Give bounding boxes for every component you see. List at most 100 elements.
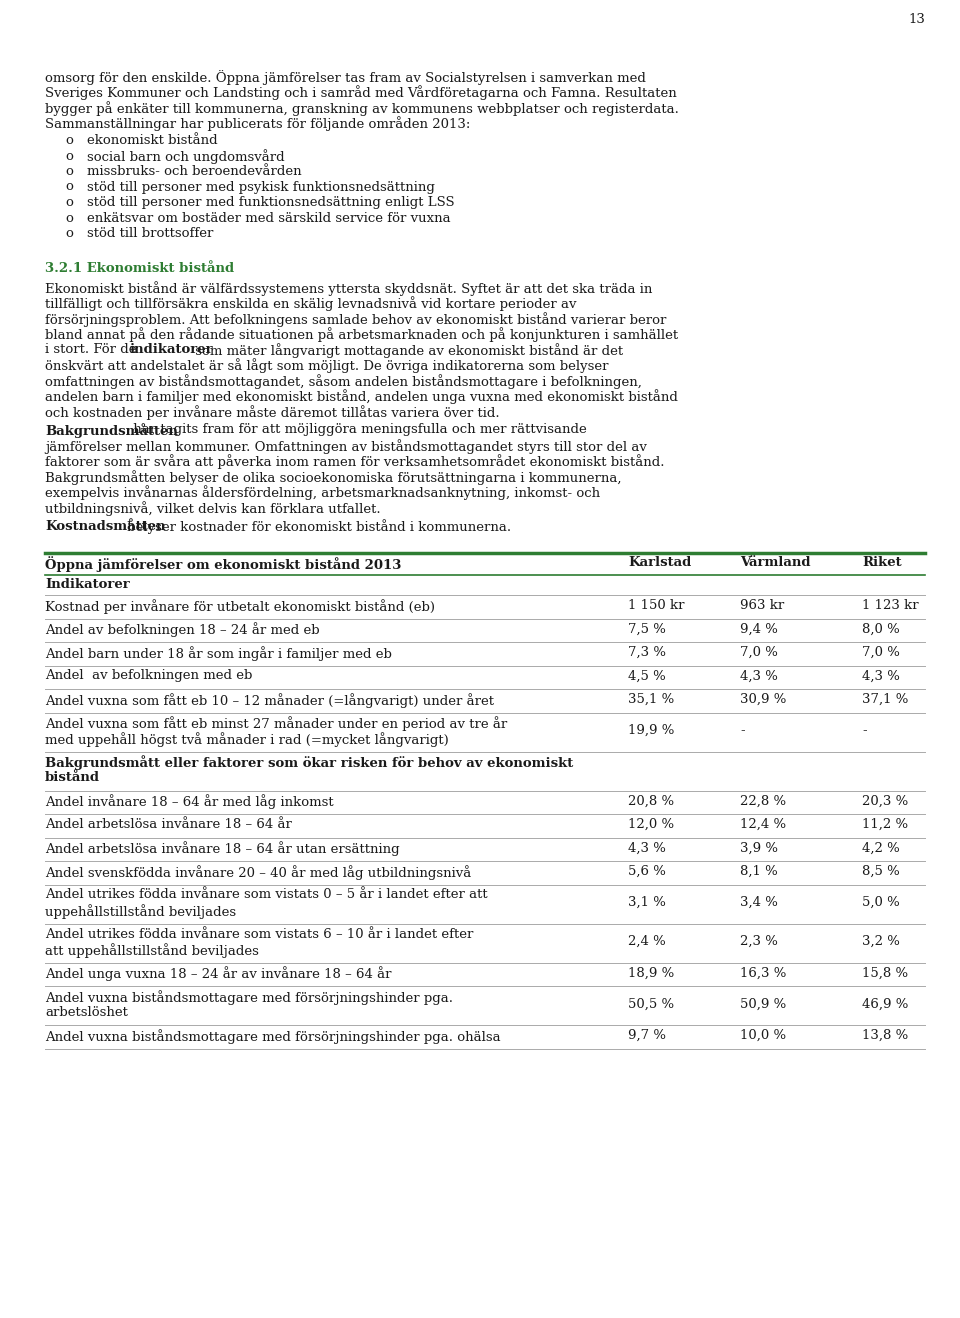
Text: 22,8 %: 22,8 % [740, 795, 786, 808]
Text: 10,0 %: 10,0 % [740, 1029, 786, 1043]
Text: och kostnaden per invånare måste däremot tillåtas variera över tid.: och kostnaden per invånare måste däremot… [45, 405, 499, 420]
Text: 15,8 %: 15,8 % [862, 966, 908, 979]
Text: 37,1 %: 37,1 % [862, 693, 908, 706]
Text: Andel vuxna som fått eb 10 – 12 månader (=långvarigt) under året: Andel vuxna som fått eb 10 – 12 månader … [45, 693, 494, 708]
Text: har tagits fram för att möjliggöra meningsfulla och mer rättvisande: har tagits fram för att möjliggöra menin… [129, 423, 587, 436]
Text: 4,2 %: 4,2 % [862, 841, 900, 854]
Text: Andel svenskfödda invånare 20 – 40 år med låg utbildningsnivå: Andel svenskfödda invånare 20 – 40 år me… [45, 865, 471, 880]
Text: Bakgrundsmåtten: Bakgrundsmåtten [45, 423, 178, 439]
Text: 35,1 %: 35,1 % [628, 693, 674, 706]
Text: med uppehåll högst två månader i rad (=mycket långvarigt): med uppehåll högst två månader i rad (=m… [45, 731, 448, 747]
Text: bistånd: bistånd [45, 771, 100, 784]
Text: Andel invånare 18 – 64 år med låg inkomst: Andel invånare 18 – 64 år med låg inkoms… [45, 795, 334, 809]
Text: 3,2 %: 3,2 % [862, 936, 900, 948]
Text: 11,2 %: 11,2 % [862, 818, 908, 832]
Text: Andel arbetslösa invånare 18 – 64 år: Andel arbetslösa invånare 18 – 64 år [45, 818, 292, 832]
Text: jämförelser mellan kommuner. Omfattningen av biståndsmottagandet styrs till stor: jämförelser mellan kommuner. Omfattninge… [45, 439, 647, 453]
Text: 46,9 %: 46,9 % [862, 998, 908, 1011]
Text: stöd till personer med funktionsnedsättning enligt LSS: stöd till personer med funktionsnedsättn… [87, 196, 455, 210]
Text: stöd till personer med psykisk funktionsnedsättning: stöd till personer med psykisk funktions… [87, 181, 435, 194]
Text: 2,4 %: 2,4 % [628, 936, 665, 948]
Text: 8,5 %: 8,5 % [862, 865, 900, 878]
Text: andelen barn i familjer med ekonomiskt bistånd, andelen unga vuxna med ekonomisk: andelen barn i familjer med ekonomiskt b… [45, 390, 678, 405]
Text: att uppehållstillstånd beviljades: att uppehållstillstånd beviljades [45, 942, 259, 958]
Text: utbildningsnivå, vilket delvis kan förklara utfallet.: utbildningsnivå, vilket delvis kan förkl… [45, 501, 380, 515]
Text: o: o [65, 227, 73, 240]
Text: Värmland: Värmland [740, 556, 810, 569]
Text: Andel vuxna biståndsmottagare med försörjningshinder pga.: Andel vuxna biståndsmottagare med försör… [45, 990, 453, 1004]
Text: enkätsvar om bostäder med särskild service för vuxna: enkätsvar om bostäder med särskild servi… [87, 211, 450, 224]
Text: 16,3 %: 16,3 % [740, 966, 786, 979]
Text: Andel utrikes födda invånare som vistats 6 – 10 år i landet efter: Andel utrikes födda invånare som vistats… [45, 928, 473, 941]
Text: Karlstad: Karlstad [628, 556, 691, 569]
Text: Kostnadsmåtten: Kostnadsmåtten [45, 519, 165, 532]
Text: Andel arbetslösa invånare 18 – 64 år utan ersättning: Andel arbetslösa invånare 18 – 64 år uta… [45, 841, 399, 857]
Text: belyser kostnader för ekonomiskt bistånd i kommunerna.: belyser kostnader för ekonomiskt bistånd… [124, 519, 512, 534]
Text: 20,8 %: 20,8 % [628, 795, 674, 808]
Text: 4,3 %: 4,3 % [628, 841, 666, 854]
Text: Öppna jämförelser om ekonomiskt bistånd 2013: Öppna jämförelser om ekonomiskt bistånd … [45, 556, 401, 572]
Text: 4,3 %: 4,3 % [862, 670, 900, 683]
Text: Andel vuxna som fått eb minst 27 månader under en period av tre år: Andel vuxna som fått eb minst 27 månader… [45, 717, 507, 731]
Text: Andel  av befolkningen med eb: Andel av befolkningen med eb [45, 670, 252, 683]
Text: i stort. För de: i stort. För de [45, 343, 141, 356]
Text: 7,0 %: 7,0 % [740, 646, 778, 659]
Text: missbruks- och beroendevården: missbruks- och beroendevården [87, 165, 301, 178]
Text: bygger på enkäter till kommunerna, granskning av kommunens webbplatser och regis: bygger på enkäter till kommunerna, grans… [45, 101, 679, 116]
Text: 3,1 %: 3,1 % [628, 896, 666, 909]
Text: försörjningsproblem. Att befolkningens samlade behov av ekonomiskt bistånd varie: försörjningsproblem. Att befolkningens s… [45, 312, 666, 327]
Text: stöd till brottsoffer: stöd till brottsoffer [87, 227, 213, 240]
Text: Sammanställningar har publicerats för följande områden 2013:: Sammanställningar har publicerats för fö… [45, 116, 470, 132]
Text: 4,5 %: 4,5 % [628, 670, 665, 683]
Text: 963 kr: 963 kr [740, 598, 784, 612]
Text: Andel vuxna biståndsmottagare med försörjningshinder pga. ohälsa: Andel vuxna biståndsmottagare med försör… [45, 1029, 500, 1044]
Text: 12,4 %: 12,4 % [740, 818, 786, 832]
Text: 9,4 %: 9,4 % [740, 622, 778, 635]
Text: 5,6 %: 5,6 % [628, 865, 666, 878]
Text: 30,9 %: 30,9 % [740, 693, 786, 706]
Text: Bakgrundsmått eller faktorer som ökar risken för behov av ekonomiskt: Bakgrundsmått eller faktorer som ökar ri… [45, 755, 573, 771]
Text: arbetslöshet: arbetslöshet [45, 1006, 128, 1019]
Text: Andel utrikes födda invånare som vistats 0 – 5 år i landet efter att: Andel utrikes födda invånare som vistats… [45, 888, 488, 902]
Text: Kostnad per invånare för utbetalt ekonomiskt bistånd (eb): Kostnad per invånare för utbetalt ekonom… [45, 598, 435, 614]
Text: 7,0 %: 7,0 % [862, 646, 900, 659]
Text: indikatorer: indikatorer [130, 343, 213, 356]
Text: o: o [65, 196, 73, 210]
Text: Andel unga vuxna 18 – 24 år av invånare 18 – 64 år: Andel unga vuxna 18 – 24 år av invånare … [45, 966, 392, 982]
Text: uppehållstillstånd beviljades: uppehållstillstånd beviljades [45, 904, 236, 919]
Text: Andel barn under 18 år som ingår i familjer med eb: Andel barn under 18 år som ingår i famil… [45, 646, 392, 660]
Text: tillfälligt och tillförsäkra enskilda en skälig levnadsnivå vid kortare perioder: tillfälligt och tillförsäkra enskilda en… [45, 297, 577, 311]
Text: o: o [65, 165, 73, 178]
Text: omfattningen av biståndsmottagandet, såsom andelen biståndsmottagare i befolknin: omfattningen av biståndsmottagandet, sås… [45, 374, 642, 389]
Text: 3.2.1 Ekonomiskt bistånd: 3.2.1 Ekonomiskt bistånd [45, 262, 234, 275]
Text: 50,9 %: 50,9 % [740, 998, 786, 1011]
Text: 7,3 %: 7,3 % [628, 646, 666, 659]
Text: 8,1 %: 8,1 % [740, 865, 778, 878]
Text: exempelvis invånarnas åldersfördelning, arbetsmarknadsanknytning, inkomst- och: exempelvis invånarnas åldersfördelning, … [45, 485, 600, 501]
Text: 8,0 %: 8,0 % [862, 622, 900, 635]
Text: -: - [740, 725, 745, 737]
Text: Bakgrundsmåtten belyser de olika socioekonomiska förutsättningarna i kommunerna,: Bakgrundsmåtten belyser de olika socioek… [45, 471, 621, 485]
Text: som mäter långvarigt mottagande av ekonomiskt bistånd är det: som mäter långvarigt mottagande av ekono… [191, 343, 624, 358]
Text: 13,8 %: 13,8 % [862, 1029, 908, 1043]
Text: o: o [65, 181, 73, 194]
Text: 3,4 %: 3,4 % [740, 896, 778, 909]
Text: 9,7 %: 9,7 % [628, 1029, 666, 1043]
Text: Riket: Riket [862, 556, 901, 569]
Text: 3,9 %: 3,9 % [740, 841, 778, 854]
Text: önskvärt att andelstalet är så lågt som möjligt. De övriga indikatorerna som bel: önskvärt att andelstalet är så lågt som … [45, 358, 609, 373]
Text: o: o [65, 149, 73, 162]
Text: 19,9 %: 19,9 % [628, 725, 674, 737]
Text: 18,9 %: 18,9 % [628, 966, 674, 979]
Text: 5,0 %: 5,0 % [862, 896, 900, 909]
Text: 12,0 %: 12,0 % [628, 818, 674, 832]
Text: Ekonomiskt bistånd är välfärdssystemens yttersta skyddsnät. Syftet är att det sk: Ekonomiskt bistånd är välfärdssystemens … [45, 281, 653, 295]
Text: Indikatorer: Indikatorer [45, 579, 130, 592]
Text: bland annat på den rådande situationen på arbetsmarknaden och på konjunkturen i : bland annat på den rådande situationen p… [45, 327, 678, 343]
Text: 13: 13 [908, 13, 925, 26]
Text: -: - [862, 725, 867, 737]
Text: faktorer som är svåra att påverka inom ramen för verksamhetsområdet ekonomiskt b: faktorer som är svåra att påverka inom r… [45, 455, 664, 469]
Text: 2,3 %: 2,3 % [740, 936, 778, 948]
Text: 50,5 %: 50,5 % [628, 998, 674, 1011]
Text: ekonomiskt bistånd: ekonomiskt bistånd [87, 134, 218, 148]
